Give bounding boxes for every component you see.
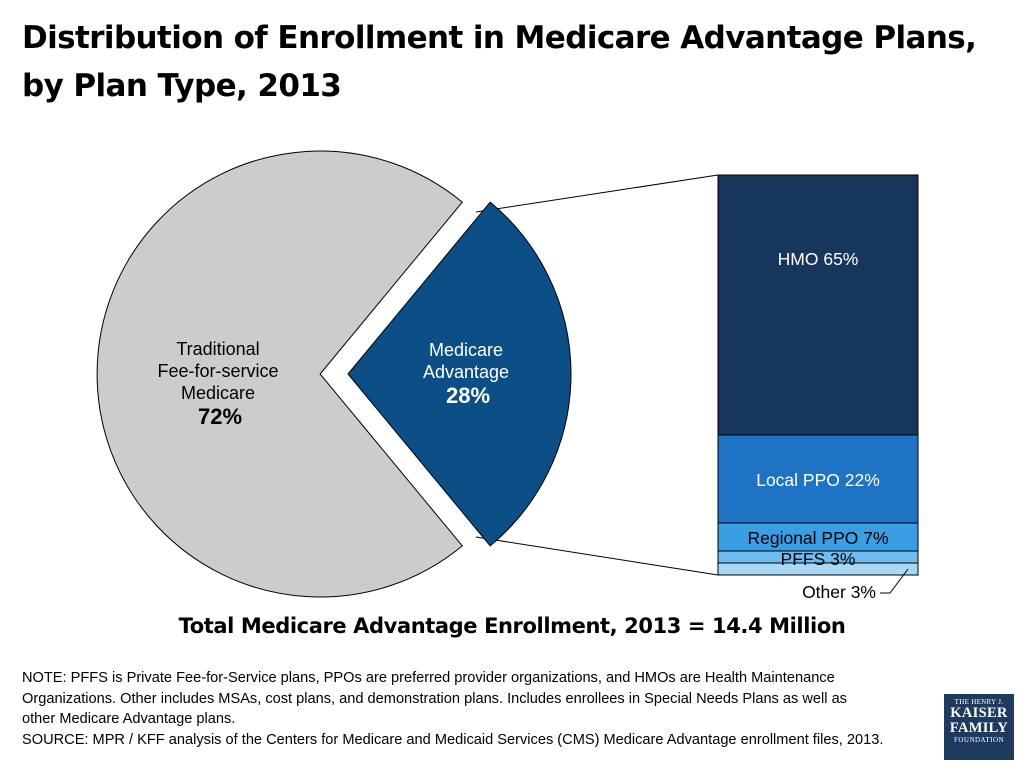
bar-segment-other xyxy=(717,562,919,576)
logo-line: KAISER xyxy=(950,705,1008,721)
bar-segment-label: Regional PPO 7% xyxy=(747,528,888,548)
bar-segment-label: PFFS 3% xyxy=(781,549,856,569)
bar-segment-local xyxy=(717,434,919,524)
pie-slice-value-label: 72% xyxy=(198,404,242,429)
stacked-bar xyxy=(717,174,919,576)
note-line: Organizations. Other includes MSAs, cost… xyxy=(22,690,847,707)
bar-segment-hmo xyxy=(717,174,919,436)
stacked-bar-labels: HMO 65% Local PPO 22% Regional PPO 7%PFFS … xyxy=(747,249,909,602)
pie-chart xyxy=(96,150,572,598)
other-leader-line xyxy=(880,568,909,594)
pie-slice-label: Medicare xyxy=(181,383,255,403)
pie-slice-medicare-advantage xyxy=(347,201,572,547)
pie-labels: TraditionalFee-for-serviceMedicare72%Med… xyxy=(157,339,509,429)
logo-line: THE HENRY J. xyxy=(954,698,1004,706)
pie-slice-label: Fee-for-service xyxy=(157,361,278,381)
note-line: other Medicare Advantage plans. xyxy=(22,711,236,727)
pie-slice-traditional xyxy=(96,150,463,598)
note-line: NOTE: PFFS is Private Fee-for-Service pl… xyxy=(22,670,835,686)
chart-title: Distribution of Enrollment in Medicare A… xyxy=(22,20,977,104)
note-text: NOTE: PFFS is Private Fee-for-Service pl… xyxy=(22,668,942,750)
logo-line: FAMILY xyxy=(949,720,1009,736)
pie-slice-label: Traditional xyxy=(176,339,259,359)
source-line: SOURCE: MPR / KFF analysis of the Center… xyxy=(22,731,884,748)
bar-segment-label: HMO 65% xyxy=(778,249,859,269)
connector-top-line xyxy=(475,174,719,213)
kff-logo: THE HENRY J. KAISER FAMILY FOUNDATION xyxy=(944,694,1014,760)
pie-slice-value-label: 28% xyxy=(446,383,490,408)
connector-bottom-line xyxy=(475,536,719,576)
pie-slice-label: Medicare xyxy=(429,340,503,360)
pie-slice-label: Advantage xyxy=(423,362,509,382)
total-enrollment: Total Medicare Advantage Enrollment, 201… xyxy=(178,614,846,638)
logo-line: FOUNDATION xyxy=(953,736,1005,744)
bar-segment-label: Local PPO 22% xyxy=(756,470,880,490)
bar-segment-label: Other 3% xyxy=(802,582,876,602)
